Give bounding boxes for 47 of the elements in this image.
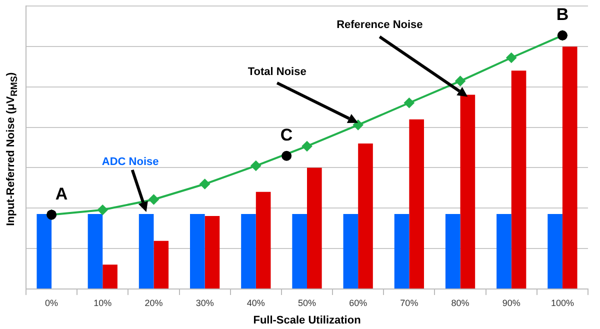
bar bbox=[562, 46, 578, 288]
bar bbox=[358, 143, 373, 288]
bar bbox=[292, 214, 307, 288]
x-tick-label: 70% bbox=[400, 298, 418, 308]
bar bbox=[102, 264, 118, 288]
point bbox=[200, 179, 210, 190]
bar bbox=[548, 214, 562, 288]
text: ADC Noise bbox=[102, 156, 159, 168]
bar bbox=[36, 214, 52, 288]
bar bbox=[496, 214, 512, 288]
bar bbox=[204, 216, 220, 288]
x-axis-title: Full-Scale Utilization bbox=[253, 314, 362, 326]
annotation: C bbox=[280, 126, 293, 145]
point bbox=[98, 204, 108, 215]
point bbox=[148, 194, 159, 204]
bar bbox=[307, 168, 322, 288]
x-tick-label: 40% bbox=[246, 298, 265, 308]
bar bbox=[88, 214, 103, 288]
x-tick-label: 60% bbox=[349, 298, 368, 308]
x-tick-label: 10% bbox=[94, 298, 112, 308]
x-tick-label: 100% bbox=[550, 298, 574, 308]
bar bbox=[138, 214, 154, 288]
annotation: A bbox=[55, 184, 68, 204]
point bbox=[404, 98, 414, 108]
text: Reference Noise bbox=[336, 18, 423, 31]
point bbox=[353, 120, 364, 130]
x-tick-label: 0% bbox=[45, 298, 58, 308]
bar bbox=[511, 70, 526, 288]
point bbox=[250, 160, 261, 171]
bar bbox=[256, 192, 271, 288]
bar bbox=[190, 214, 205, 288]
x-tick-label: 80% bbox=[451, 298, 470, 308]
annotation: B bbox=[556, 5, 569, 24]
bar bbox=[409, 119, 424, 288]
point bbox=[455, 76, 466, 86]
bar bbox=[343, 214, 358, 288]
x-tick-label: 90% bbox=[502, 298, 520, 308]
bar bbox=[241, 214, 256, 288]
text: Total Noise bbox=[248, 66, 306, 78]
point bbox=[302, 141, 312, 152]
bar bbox=[154, 240, 169, 288]
x-tick-label: 50% bbox=[298, 298, 316, 308]
x-tick-label: 20% bbox=[144, 298, 163, 308]
x-tick-label: 30% bbox=[196, 298, 214, 308]
point bbox=[506, 52, 516, 63]
bar bbox=[445, 214, 460, 288]
bar bbox=[394, 214, 410, 288]
